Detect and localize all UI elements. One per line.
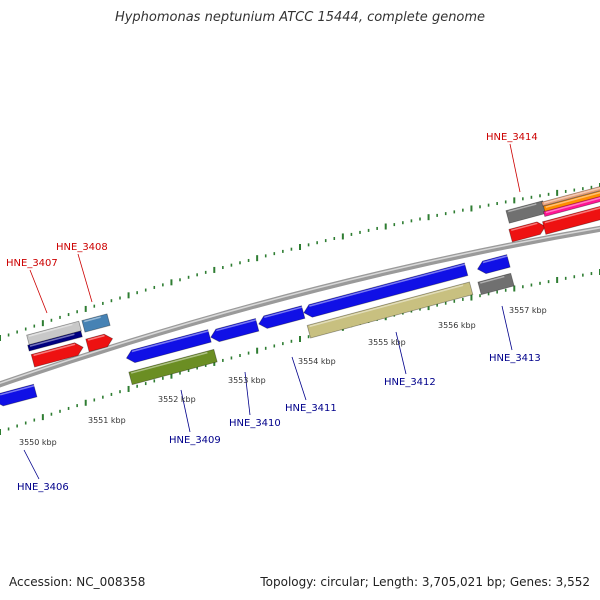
gene-arrow-hne-3412-shine <box>309 263 467 307</box>
leader-hne-3410 <box>244 371 251 416</box>
gene-arrow-hne-3411-shine <box>264 305 305 319</box>
gene-label-hne-3410[interactable]: HNE_3410 <box>229 418 281 429</box>
gene-arrow-extra-red-body <box>542 203 600 235</box>
scale-label-3550: 3550 kbp <box>19 438 57 447</box>
gene-arrow-extra-orange <box>542 187 600 213</box>
gene-arrow-hne-3414-shine <box>511 222 538 232</box>
gene-arrow-hne-3410-shine <box>216 318 259 332</box>
gene-arrow-hne-3407-rna-shine <box>28 323 73 337</box>
gene-label-hne-3414[interactable]: HNE_3414 <box>486 132 538 143</box>
gene-label-hne-3413[interactable]: HNE_3413 <box>489 353 541 364</box>
gene-arrow-hne-3412-body <box>303 262 469 318</box>
leader-hne-3411 <box>291 356 307 401</box>
gene-arrow-hne-3412-cds <box>306 281 474 339</box>
gene-arrow-hne-3409-cds-shine <box>130 351 208 374</box>
accession-text: Accession: NC_008358 <box>9 575 146 589</box>
gene-label-hne-3407[interactable]: HNE_3407 <box>6 258 58 269</box>
leader-hne-3409 <box>180 389 191 433</box>
gene-arrow-extra-orange-body <box>542 187 600 213</box>
scale-label-3552: 3552 kbp <box>158 395 196 404</box>
map-title: Hyphomonas neptunium ATCC 15444, complet… <box>114 10 486 25</box>
gene-arrow-extra-red <box>542 203 600 235</box>
gene-arrow-extra-pink-shine <box>545 196 600 214</box>
gene-arrow-extra-salmon-body <box>541 183 600 207</box>
gene-arrow-extra-salmon-shine <box>543 186 600 204</box>
gene-arrow-extra-pink-body <box>543 193 600 217</box>
gene-arrow-hne-3413-body <box>476 254 511 275</box>
backbone-band <box>0 225 600 388</box>
gene-arrow-hne-3414-body <box>508 221 546 243</box>
gene-arrow-hne-3409-cds-body <box>128 348 218 386</box>
gene-arrow-hne-3407-rna-body <box>26 320 82 346</box>
gene-arrow-extra-pink <box>543 193 600 217</box>
leader-lines <box>23 143 521 480</box>
scale-label-3555: 3555 kbp <box>368 338 406 347</box>
gene-label-hne-3408[interactable]: HNE_3408 <box>56 242 108 253</box>
gene-arrow-hne-3409 <box>125 329 212 364</box>
gene-arrow-hne-3410 <box>210 318 260 343</box>
leader-hne-3406 <box>23 449 40 480</box>
gene-arrow-hne-3407 <box>30 342 84 368</box>
gene-arrow-hne-3408-shine <box>87 334 105 341</box>
gene-arrow-hne-3407-shine <box>33 343 76 357</box>
scale-label-3551: 3551 kbp <box>88 416 126 425</box>
tick-row-upper <box>0 183 600 341</box>
gene-arrow-hne-3407-stripe-shine <box>29 333 75 347</box>
gene-arrow-hne-3413-cds-shine <box>480 275 505 284</box>
gene-label-hne-3412[interactable]: HNE_3412 <box>384 377 436 388</box>
gene-arrow-hne-3407-rna <box>26 320 82 346</box>
gene-arrow-hne-3412-cds-shine <box>309 284 464 328</box>
gene-arrow-hne-3407-stripe <box>27 330 83 352</box>
leader-hne-3413 <box>501 305 513 351</box>
gene-arrow-hne-3406 <box>0 383 38 407</box>
gene-arrow-hne-3414 <box>508 221 546 243</box>
gene-arrow-extra-salmon <box>541 183 600 207</box>
gene-label-hne-3406[interactable]: HNE_3406 <box>17 482 69 493</box>
gene-arrow-hne-3411-body <box>258 305 306 329</box>
gene-arrow-hne-3409-body <box>125 329 212 364</box>
gene-arrow-hne-3408 <box>85 333 114 353</box>
gene-arrow-hne-3414-rna-shine <box>508 203 537 213</box>
leader-hne-3412 <box>395 331 407 375</box>
gene-arrow-hne-3414-rna <box>505 200 547 224</box>
gene-label-hne-3409[interactable]: HNE_3409 <box>169 435 221 446</box>
gene-arrow-hne-3406-shine <box>0 384 37 396</box>
scale-label-3554: 3554 kbp <box>298 357 336 366</box>
gene-arrow-hne-3407-body <box>30 342 84 368</box>
scale-label-3553: 3553 kbp <box>228 376 266 385</box>
gene-arrow-hne-3412 <box>303 262 469 318</box>
gene-arrow-hne-3406-body <box>0 383 38 407</box>
gene-arrow-hne-3407-stripe-body <box>27 330 83 352</box>
gene-arrow-hne-3408-rna-shine <box>84 316 101 323</box>
leader-hne-3414 <box>509 143 521 193</box>
gene-arrow-hne-3412-cds-body <box>306 281 474 339</box>
backbone-highlight <box>0 227 600 385</box>
gene-arrow-hne-3410-body <box>210 318 260 343</box>
feature-layer <box>0 183 600 407</box>
scale-label-3556: 3556 kbp <box>438 321 476 330</box>
gene-arrow-hne-3409-cds <box>128 348 218 386</box>
gene-arrow-hne-3408-body <box>85 333 114 353</box>
gene-arrow-hne-3408-rna <box>81 313 111 333</box>
gene-arrow-hne-3411 <box>258 305 306 329</box>
gene-arrow-hne-3414-rna-body <box>505 200 547 224</box>
gene-arrow-hne-3408-rna-body <box>81 313 111 333</box>
leader-hne-3407 <box>29 269 48 314</box>
gene-arrow-extra-red-shine <box>544 206 600 224</box>
gene-arrow-extra-orange-shine <box>545 190 600 208</box>
topology-summary: Topology: circular; Length: 3,705,021 bp… <box>260 575 590 589</box>
gene-arrow-hne-3413-cds <box>477 272 515 296</box>
gene-arrow-hne-3413 <box>476 254 511 275</box>
genome-backbone <box>0 225 600 388</box>
gene-arrow-hne-3413-shine <box>482 254 510 264</box>
gene-label-hne-3411[interactable]: HNE_3411 <box>285 403 337 414</box>
gene-arrow-hne-3413-cds-body <box>477 272 515 296</box>
scale-label-3557: 3557 kbp <box>509 306 547 315</box>
gene-arrow-hne-3409-shine <box>131 329 211 353</box>
leader-hne-3408 <box>77 253 93 303</box>
